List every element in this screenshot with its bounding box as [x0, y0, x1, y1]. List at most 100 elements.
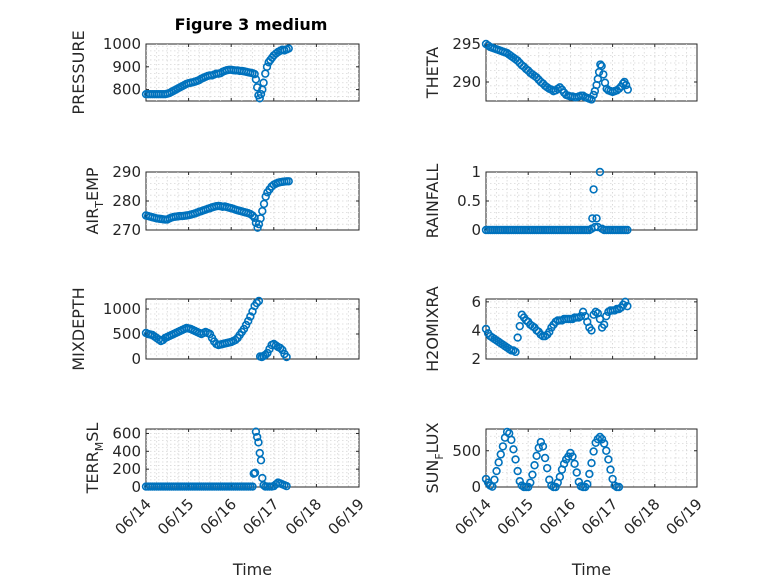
data-point	[589, 447, 598, 456]
data-point	[587, 326, 596, 335]
y-axis-label: H2OMIXRA	[423, 286, 442, 372]
series-rainfall	[481, 167, 632, 235]
x-tick-label: 06/15	[154, 495, 197, 538]
data-point	[532, 73, 541, 82]
subplot-airtemp: 270 280 290 AIRTEMP	[83, 163, 360, 239]
data-point	[614, 482, 624, 492]
data-point	[284, 177, 293, 186]
x-tick-label: 06/14	[112, 495, 155, 538]
data-point	[256, 89, 266, 99]
data-point	[246, 312, 255, 321]
data-point	[492, 466, 501, 476]
y-axis-label-main: THETA	[423, 47, 442, 99]
data-point	[282, 352, 291, 362]
data-point	[261, 192, 270, 201]
y-tick-label: 0	[471, 478, 481, 496]
data-point	[507, 435, 516, 445]
x-tick-label: 06/18	[620, 495, 663, 538]
data-point	[621, 297, 630, 307]
series-mixdepth	[141, 296, 291, 362]
x-tick-label: 06/14	[452, 495, 495, 538]
data-point	[254, 296, 264, 306]
x-tick-label: 06/16	[536, 495, 579, 538]
data-point	[515, 321, 524, 331]
x-tick-label: 06/18	[282, 495, 325, 538]
data-point	[542, 463, 552, 473]
y-tick-label: 0	[471, 221, 481, 239]
data-point	[576, 311, 586, 321]
y-axis-label: MIXDEPTH	[69, 287, 88, 370]
subplot-h2omixra: 2 4 6 H2OMIXRA	[423, 286, 698, 372]
y-tick-label: 500	[112, 325, 141, 343]
series-terr_msl	[141, 427, 291, 491]
x-tick-label: 06/16	[197, 495, 240, 538]
subplot-mixdepth: 0 500 1000 MIXDEPTH	[69, 287, 360, 371]
data-point	[254, 438, 263, 447]
data-point	[256, 456, 266, 465]
data-point	[528, 470, 537, 479]
y-tick-label: 800	[112, 81, 141, 99]
y-tick-label: 290	[452, 73, 481, 91]
data-point	[259, 78, 268, 87]
subplot-pressure: 800 900 1000 PRESSURE	[69, 30, 360, 115]
data-point	[599, 70, 608, 79]
data-point	[532, 451, 541, 461]
series-airtemp	[141, 177, 293, 232]
x-axis-label: Time	[571, 560, 611, 579]
y-tick-label: 270	[112, 221, 141, 239]
data-point	[498, 442, 508, 451]
data-point	[259, 199, 269, 209]
data-point	[606, 465, 615, 474]
data-point	[284, 44, 293, 53]
data-point	[250, 69, 259, 79]
data-point	[595, 432, 605, 442]
y-axis-label: AIRTEMP	[83, 167, 106, 234]
data-point	[587, 95, 596, 104]
data-point	[538, 442, 548, 451]
data-point	[536, 437, 546, 447]
y-axis-label-main: SUN	[423, 460, 442, 494]
data-point	[496, 450, 505, 459]
data-point	[559, 459, 569, 468]
y-axis-label: TERRMSL	[83, 423, 106, 495]
subplot-terr_msl: 06/14 06/15 06/16 06/17 06/18 06/19 0200400600…	[83, 423, 368, 579]
data-point	[530, 461, 539, 470]
data-point	[599, 439, 609, 448]
data-point	[481, 324, 491, 334]
y-axis-label: PRESSURE	[69, 30, 88, 114]
y-tick-label: 600	[112, 424, 141, 442]
y-tick-label: 290	[112, 163, 141, 181]
subplot-theta: 290 295 THETA	[423, 35, 698, 104]
data-point	[258, 206, 267, 216]
y-tick-label: 295	[452, 35, 481, 53]
data-point	[251, 75, 261, 84]
y-tick-label: 4	[471, 321, 481, 339]
data-point	[614, 84, 624, 94]
y-axis-label: RAINFALL	[423, 164, 442, 239]
data-point	[511, 347, 520, 357]
y-axis-label-main: TERR	[83, 451, 102, 494]
data-point	[578, 307, 588, 317]
data-point	[621, 80, 631, 90]
data-point	[248, 211, 257, 220]
data-point	[513, 333, 522, 342]
y-axis-label-rest: SL	[83, 423, 102, 442]
data-point	[602, 446, 611, 455]
data-point	[595, 167, 605, 177]
data-point	[494, 458, 503, 467]
data-point	[596, 60, 605, 69]
data-point	[555, 472, 565, 482]
data-point	[545, 327, 554, 337]
data-point	[244, 316, 253, 326]
data-point	[572, 468, 581, 477]
data-point	[589, 185, 598, 194]
y-tick-label: 200	[112, 460, 141, 478]
data-point	[540, 453, 550, 463]
data-point	[248, 482, 257, 491]
y-axis-label: THETA	[423, 47, 442, 99]
data-point	[602, 311, 611, 321]
data-point	[275, 343, 285, 353]
data-point	[597, 61, 606, 71]
